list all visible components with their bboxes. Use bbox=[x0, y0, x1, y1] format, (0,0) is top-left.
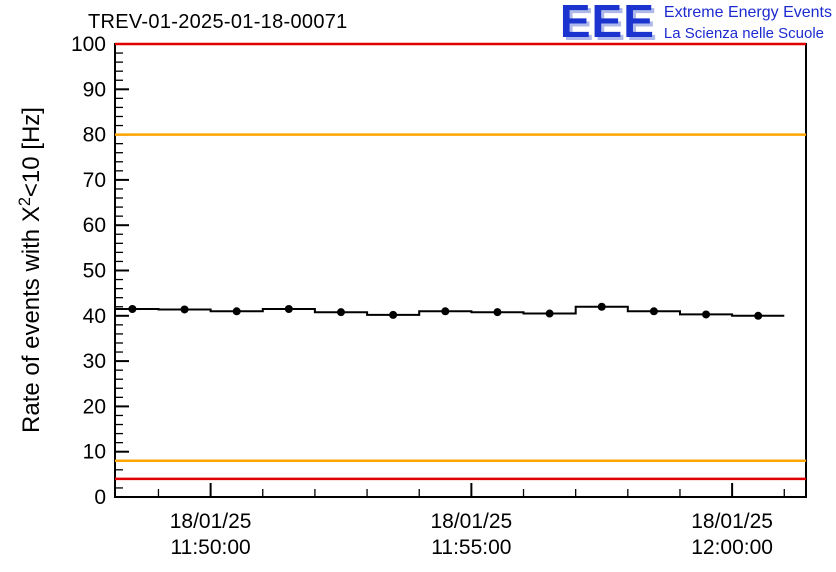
svg-text:18/01/25: 18/01/25 bbox=[430, 510, 512, 533]
svg-text:0: 0 bbox=[94, 486, 106, 509]
eee-logo: EEE Extreme Energy Events La Scienza nel… bbox=[559, 0, 832, 47]
eee-logo-line1: Extreme Energy Events bbox=[663, 4, 832, 21]
eee-logo-line2: La Scienza nelle Scuole bbox=[663, 25, 825, 42]
svg-text:80: 80 bbox=[83, 124, 106, 147]
x-axis: 18/01/25 11:50:00 18/01/25 11:55:00 18/01/25… bbox=[157, 483, 785, 559]
svg-text:40: 40 bbox=[83, 305, 106, 328]
svg-text:20: 20 bbox=[83, 395, 106, 418]
svg-text:50: 50 bbox=[83, 260, 106, 283]
svg-text:90: 90 bbox=[83, 78, 106, 101]
plot-title: TREV-01-2025-01-18-00071 bbox=[88, 11, 348, 33]
plot-frame bbox=[114, 43, 807, 498]
svg-text:18/01/25: 18/01/25 bbox=[170, 510, 252, 533]
data-series bbox=[115, 302, 785, 320]
threshold-lines bbox=[115, 42, 806, 481]
eee-logo-acronym: EEE bbox=[559, 0, 655, 47]
svg-text:11:55:00: 11:55:00 bbox=[431, 536, 511, 559]
svg-text:30: 30 bbox=[83, 350, 106, 373]
svg-text:100: 100 bbox=[71, 33, 106, 56]
eee-logo-text: Extreme Energy Events La Scienza nelle S… bbox=[664, 1, 832, 43]
y-axis: 0 10 20 30 40 50 60 70 80 90 100 bbox=[71, 33, 129, 509]
svg-text:18/01/25: 18/01/25 bbox=[691, 510, 773, 533]
svg-text:10: 10 bbox=[83, 441, 106, 464]
svg-text:11:50:00: 11:50:00 bbox=[171, 536, 251, 559]
svg-text:70: 70 bbox=[83, 169, 106, 192]
svg-text:12:00:00: 12:00:00 bbox=[691, 536, 773, 559]
svg-text:60: 60 bbox=[83, 214, 106, 237]
